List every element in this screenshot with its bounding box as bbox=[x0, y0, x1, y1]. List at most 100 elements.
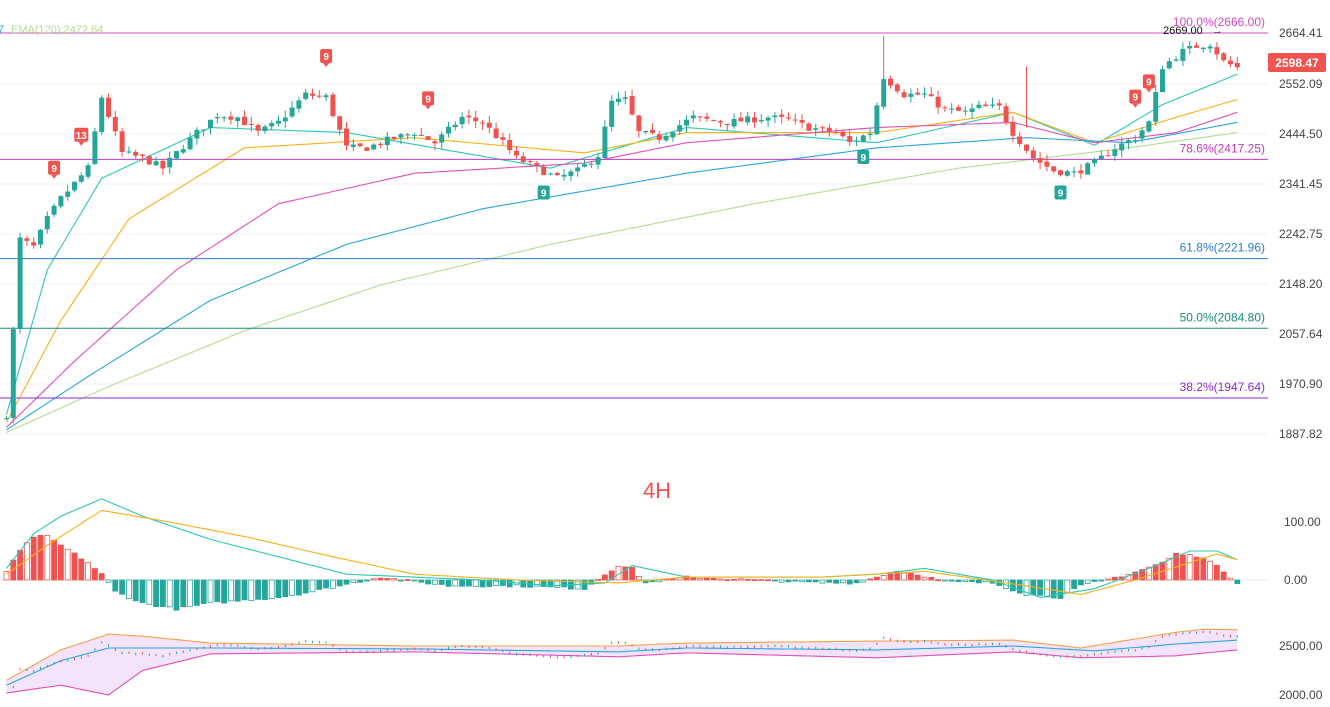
macd-histogram-bar bbox=[85, 562, 91, 581]
macd-histogram-bar bbox=[1016, 579, 1023, 594]
candle-body bbox=[459, 116, 465, 125]
td-signal-pointer bbox=[78, 141, 85, 146]
candle-body bbox=[276, 120, 281, 124]
macd-histogram-bar bbox=[248, 579, 255, 602]
macd-histogram-bar bbox=[180, 579, 187, 608]
candle-body bbox=[439, 134, 445, 143]
macd-histogram-bar bbox=[146, 579, 153, 605]
candle-body bbox=[826, 127, 832, 132]
candle-body bbox=[724, 123, 730, 126]
macd-histogram-bar bbox=[1220, 571, 1227, 581]
macd-histogram-bar bbox=[493, 579, 500, 586]
td-signal-badge bbox=[1054, 185, 1067, 200]
td-signal-badge bbox=[1129, 89, 1142, 104]
macd-histogram-bar bbox=[329, 579, 336, 589]
macd-histogram-bar bbox=[1112, 576, 1118, 581]
candle-body bbox=[806, 123, 812, 131]
bollinger-upper-line bbox=[6, 628, 1238, 681]
candle-body bbox=[92, 131, 98, 164]
macd-histogram-bar bbox=[58, 544, 64, 581]
candle-body bbox=[398, 134, 404, 138]
candle-body bbox=[976, 104, 982, 108]
candle-body bbox=[636, 115, 642, 132]
candle-body bbox=[1051, 166, 1057, 172]
macd-histogram-bar bbox=[1023, 579, 1030, 596]
candle-body bbox=[854, 140, 859, 142]
candle-body bbox=[425, 136, 431, 140]
macd-histogram-bar bbox=[853, 579, 860, 584]
macd-histogram-bar bbox=[840, 579, 846, 584]
candle-body bbox=[792, 119, 798, 121]
high-marker: 2669.00 bbox=[1163, 25, 1203, 37]
candle-body bbox=[201, 129, 207, 131]
candle-body bbox=[133, 151, 139, 156]
candle-body bbox=[813, 128, 819, 130]
macd-histogram-bar bbox=[738, 578, 744, 581]
macd-histogram-bar bbox=[867, 578, 873, 581]
candle-body bbox=[874, 105, 880, 135]
candle-body bbox=[1166, 61, 1172, 69]
candle-body bbox=[860, 135, 866, 142]
candle-body bbox=[643, 131, 649, 133]
td-signal-text: 9 bbox=[541, 189, 547, 200]
macd-histogram-bar bbox=[139, 579, 146, 603]
candle-body bbox=[928, 94, 934, 97]
macd-histogram-bar bbox=[758, 579, 765, 581]
candle-body bbox=[731, 118, 737, 127]
candle-body bbox=[473, 117, 479, 122]
candle-body bbox=[262, 126, 268, 132]
macd-histogram-bar bbox=[255, 579, 262, 600]
macd-histogram-bar bbox=[78, 558, 85, 581]
macd-histogram-bar bbox=[112, 579, 119, 592]
macd-histogram-bar bbox=[1207, 560, 1213, 581]
bb-tick-label: 2500.00 bbox=[1279, 639, 1323, 653]
macd-histogram-bar bbox=[833, 579, 839, 584]
current-price-label: 2598.47 bbox=[1275, 56, 1319, 70]
td-signal-pointer bbox=[425, 105, 432, 110]
candle-body bbox=[752, 117, 757, 123]
macd-histogram-bar bbox=[608, 570, 615, 581]
bb-tick-label: 2000.00 bbox=[1279, 688, 1323, 702]
macd-histogram-bar bbox=[214, 579, 221, 603]
macd-histogram-bar bbox=[554, 579, 561, 588]
candle-body bbox=[480, 122, 485, 124]
price-tick-label: 2057.64 bbox=[1279, 327, 1323, 341]
macd-histogram-bar bbox=[295, 579, 302, 596]
macd-histogram-bar bbox=[1152, 564, 1159, 581]
macd-histogram-bar bbox=[846, 579, 853, 585]
macd-histogram-bar bbox=[323, 579, 330, 589]
macd-histogram-bar bbox=[207, 579, 214, 603]
macd-histogram-bar bbox=[37, 535, 44, 581]
candle-body bbox=[1112, 149, 1118, 156]
price-tick-label: 2242.75 bbox=[1279, 227, 1323, 241]
macd-histogram-bar bbox=[636, 576, 642, 581]
candle-body bbox=[554, 172, 560, 176]
macd-histogram-bar bbox=[391, 578, 398, 581]
macd-histogram-bar bbox=[772, 579, 778, 582]
macd-histogram-bar bbox=[316, 579, 323, 590]
td-signal-text: 9 bbox=[861, 153, 867, 164]
macd-histogram-bar bbox=[486, 579, 493, 587]
candle-body bbox=[677, 125, 683, 132]
candle-body bbox=[1207, 46, 1213, 49]
candle-body bbox=[1010, 121, 1016, 136]
candle-body bbox=[371, 144, 377, 150]
candle-body bbox=[820, 127, 825, 129]
candle-body bbox=[1003, 106, 1009, 123]
macd-histogram-bar bbox=[908, 572, 914, 581]
macd-histogram-bar bbox=[710, 577, 717, 581]
macd-histogram-bar bbox=[1078, 579, 1084, 586]
candle-body bbox=[650, 129, 655, 133]
macd-histogram-bar bbox=[227, 579, 234, 602]
macd-histogram-bar bbox=[860, 579, 867, 583]
macd-histogram-bar bbox=[595, 579, 601, 581]
macd-histogram-bar bbox=[384, 578, 391, 581]
macd-histogram-bar bbox=[1139, 569, 1145, 581]
candle-body bbox=[174, 151, 179, 159]
bollinger-lower-line bbox=[6, 649, 1238, 696]
candle-body bbox=[167, 157, 173, 168]
macd-histogram-bar bbox=[465, 579, 472, 587]
candle-body bbox=[221, 117, 227, 119]
